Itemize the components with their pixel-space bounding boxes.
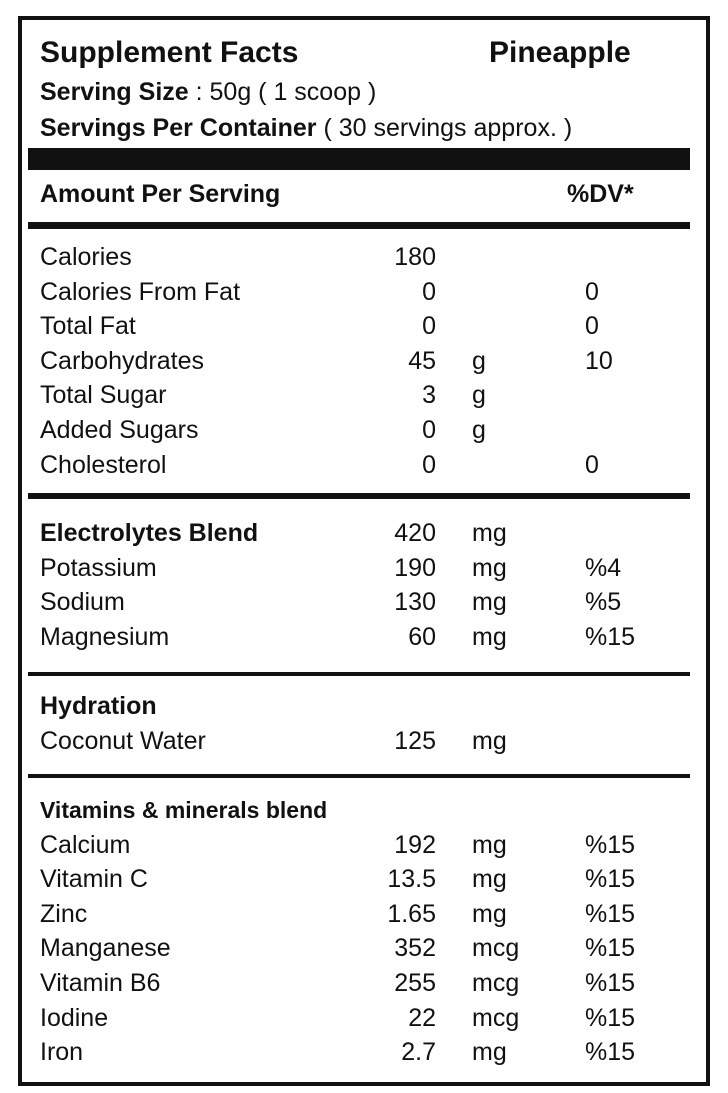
daily-value: %15 xyxy=(585,865,636,894)
amount: 0 xyxy=(422,277,436,306)
unit: mg xyxy=(472,553,507,582)
nutrient-name: Coconut Water xyxy=(40,726,206,755)
unit: mcg xyxy=(472,934,520,963)
nutrient-name: Total Sugar xyxy=(40,381,167,410)
nutrient-name: Total Fat xyxy=(40,312,136,341)
serving-size-value: : 50g ( 1 scoop ) xyxy=(195,78,377,106)
nutrient-name: Sodium xyxy=(40,588,125,617)
amount: 255 xyxy=(394,969,436,997)
nutrient-name: Calcium xyxy=(40,830,131,859)
daily-value: %15 xyxy=(585,934,636,963)
unit: mg xyxy=(472,726,507,755)
section-title: Electrolytes Blend xyxy=(40,519,259,547)
divider xyxy=(28,493,690,499)
nutrient-name: Calories xyxy=(40,243,132,271)
nutrient-name: Iodine xyxy=(40,1003,109,1032)
unit: mg xyxy=(472,622,507,651)
amount: 1.65 xyxy=(387,899,436,928)
daily-value: %4 xyxy=(585,553,622,582)
unit: g xyxy=(472,346,486,375)
unit: g xyxy=(472,381,486,410)
amount: 125 xyxy=(394,726,436,755)
divider xyxy=(28,222,690,229)
amount: 2.7 xyxy=(401,1038,436,1067)
divider xyxy=(28,774,690,778)
unit: g xyxy=(472,416,486,444)
amount: 180 xyxy=(394,243,436,271)
flavor: Pineapple xyxy=(489,36,631,69)
amount: 60 xyxy=(408,622,436,651)
amount: 190 xyxy=(394,553,436,582)
nutrient-name: Manganese xyxy=(40,934,171,963)
amount: 0 xyxy=(422,416,436,444)
servings-label: Servings Per Container xyxy=(40,114,317,142)
daily-value: %15 xyxy=(585,899,636,928)
unit: mcg xyxy=(472,1003,520,1032)
amount-header: Amount Per Serving xyxy=(40,180,281,208)
unit: mg xyxy=(472,1038,507,1067)
daily-value: %15 xyxy=(585,622,636,651)
nutrient-name: Zinc xyxy=(40,899,88,928)
serving-size: Serving Size : 50g ( 1 scoop ) xyxy=(40,77,376,107)
section-title: Vitamins & minerals blend xyxy=(40,797,328,823)
servings: Servings Per Container ( 30 servings app… xyxy=(40,113,572,143)
amount: 192 xyxy=(394,830,436,859)
unit: mcg xyxy=(472,969,520,997)
dv-header: %DV* xyxy=(567,180,634,208)
servings-value: ( 30 servings approx. ) xyxy=(323,114,573,142)
unit: mg xyxy=(472,865,507,894)
label-border xyxy=(18,16,710,1086)
amount: 22 xyxy=(408,1003,436,1032)
amount: 352 xyxy=(394,934,436,963)
title: Supplement Facts xyxy=(40,36,299,69)
nutrient-name: Calories From Fat xyxy=(40,277,241,306)
amount: 420 xyxy=(394,519,436,547)
nutrient-name: Carbohydrates xyxy=(40,346,204,375)
daily-value: %15 xyxy=(585,830,636,859)
nutrient-name: Vitamin B6 xyxy=(40,969,161,997)
unit: mg xyxy=(472,830,507,859)
daily-value: %15 xyxy=(585,1003,636,1032)
amount: 45 xyxy=(408,346,436,375)
amount: 3 xyxy=(422,381,436,410)
daily-value: 10 xyxy=(585,346,613,375)
unit: mg xyxy=(472,899,507,928)
nutrient-name: Iron xyxy=(40,1038,84,1067)
amount: 0 xyxy=(422,312,436,341)
nutrient-name: Vitamin C xyxy=(40,865,148,894)
daily-value: 0 xyxy=(585,450,599,479)
thick-bar xyxy=(28,148,690,170)
nutrient-name: Cholesterol xyxy=(40,450,167,479)
daily-value: %15 xyxy=(585,969,636,997)
amount: 0 xyxy=(422,450,436,479)
serving-size-label: Serving Size xyxy=(40,78,189,106)
nutrient-name: Added Sugars xyxy=(40,416,199,444)
nutrient-name: Magnesium xyxy=(40,622,170,651)
unit: mg xyxy=(472,588,507,617)
amount: 130 xyxy=(394,588,436,617)
daily-value: %5 xyxy=(585,588,622,617)
amount: 13.5 xyxy=(387,865,436,894)
divider xyxy=(28,672,690,676)
section-title: Hydration xyxy=(40,692,157,720)
nutrient-name: Potassium xyxy=(40,553,157,582)
daily-value: 0 xyxy=(585,312,599,341)
daily-value: %15 xyxy=(585,1038,636,1067)
daily-value: 0 xyxy=(585,277,599,306)
unit: mg xyxy=(472,519,507,547)
